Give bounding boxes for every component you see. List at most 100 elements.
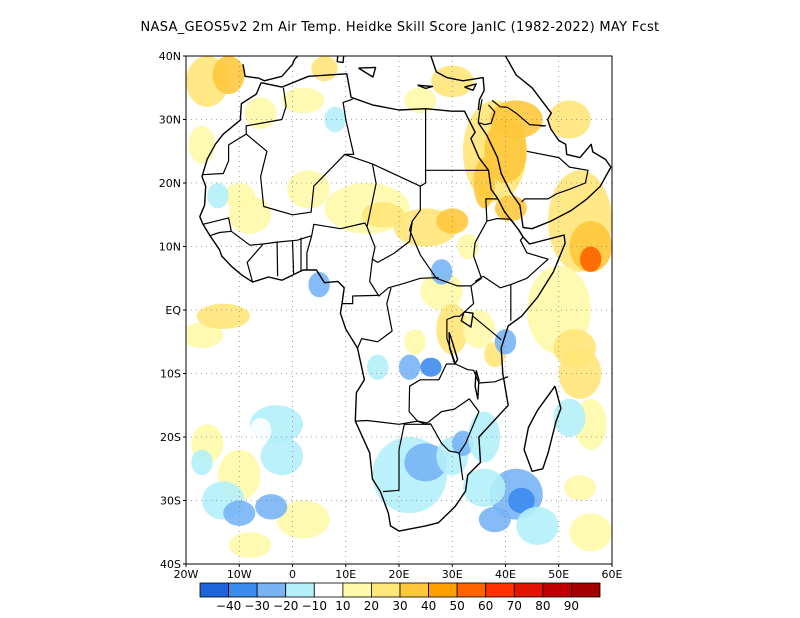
colorbar-swatch (285, 582, 315, 598)
country-border (245, 87, 287, 135)
shade-region (468, 411, 501, 463)
shade-region (311, 56, 338, 82)
lon-tick-label: 0 (289, 568, 296, 581)
country-border (409, 170, 498, 287)
country-border (474, 275, 512, 321)
colorbar-label: −20 (273, 599, 298, 613)
country-border (366, 221, 413, 263)
coastline (474, 370, 480, 400)
latitude-tick-labels: 40N 30N 20N 10N EQ 10S 20S 30S 40S (159, 50, 186, 571)
lon-tick-label: 60E (602, 568, 623, 581)
colorbar-label: 70 (507, 599, 522, 613)
country-border (369, 259, 439, 297)
country-border (202, 163, 377, 246)
lat-tick-label: 30S (160, 495, 181, 508)
country-border (344, 153, 421, 187)
colorbar-label: 80 (535, 599, 550, 613)
lat-tick-label: 40N (159, 50, 181, 63)
shade-region (313, 297, 357, 323)
shade-region (558, 348, 602, 399)
shade-region (287, 170, 330, 209)
shade-region (569, 513, 612, 552)
country-border (455, 363, 509, 384)
lon-tick-label: 50E (548, 568, 569, 581)
colorbar-swatch (542, 582, 572, 598)
colorbar-swatch (228, 582, 258, 598)
lat-tick-label: 40S (160, 558, 181, 571)
shade-region (398, 354, 421, 380)
colorbar-swatch (342, 582, 372, 598)
coastline (523, 385, 562, 472)
colorbar-label: 30 (392, 599, 407, 613)
shade-region (281, 87, 325, 114)
shade-region (308, 271, 330, 298)
shade-region (516, 506, 559, 545)
coastline (430, 56, 433, 57)
shade-region (196, 303, 250, 329)
shade-region (188, 125, 216, 164)
lat-tick-label: 30N (159, 114, 181, 127)
shade-region (462, 310, 495, 349)
colorbar-label: 40 (421, 599, 436, 613)
country-border (478, 104, 496, 126)
colorbar-label: 90 (564, 599, 579, 613)
gridlines (186, 56, 612, 564)
shade-region (404, 329, 426, 355)
lat-tick-label: 20N (159, 177, 181, 190)
shade-region (462, 468, 506, 507)
shade-region (404, 87, 437, 114)
country-border (486, 218, 524, 238)
colorbar-swatch (513, 582, 544, 598)
colorbar-swatch (571, 582, 601, 598)
country-border (491, 99, 546, 127)
country-border (408, 285, 475, 424)
shade-region (367, 354, 389, 380)
colorbar-swatch (399, 582, 430, 598)
shade-region (207, 183, 229, 209)
colorbar-swatch (256, 582, 287, 598)
colorbar-swatch (199, 582, 230, 598)
shade-region (548, 100, 591, 139)
country-border (472, 315, 502, 341)
longitude-tick-labels: 20W 10W 0 10E 20E 30E 40E 50E 60E (174, 564, 623, 581)
lon-tick-label: 30E (442, 568, 463, 581)
country-border (426, 398, 480, 454)
shade-region (494, 195, 527, 222)
country-border (276, 242, 279, 277)
shade-region (404, 443, 447, 482)
colorbar-swatch (313, 582, 344, 598)
shade-region (223, 500, 256, 526)
shade-region (228, 532, 272, 558)
shade-region (580, 246, 602, 272)
colorbar-label: −40 (216, 599, 241, 613)
skill-score-shading (186, 56, 612, 558)
shade-region (249, 418, 272, 444)
lon-tick-label: 20E (389, 568, 410, 581)
lat-tick-label: 10S (160, 368, 181, 381)
country-border (306, 235, 313, 270)
shade-region (223, 183, 256, 209)
country-border (246, 243, 264, 283)
lon-tick-label: 10W (227, 568, 252, 581)
shade-region (212, 233, 234, 260)
colorbar-swatch (428, 582, 458, 598)
coastline (336, 56, 345, 64)
colorbar-swatch (456, 582, 487, 598)
shade-region (191, 449, 213, 476)
colorbar-label: 20 (364, 599, 379, 613)
shade-region (553, 398, 586, 437)
country-border (382, 449, 400, 493)
colorbar-label: −10 (302, 599, 327, 613)
shade-region (564, 475, 596, 501)
country-border (477, 99, 483, 124)
shade-region (361, 202, 405, 228)
lat-tick-label: EQ (165, 304, 181, 317)
shade-region (186, 322, 224, 349)
shade-region (324, 106, 346, 133)
country-border (209, 230, 232, 237)
shade-region (292, 386, 346, 425)
colorbar-label: 50 (449, 599, 464, 613)
map-title: NASA_GEOS5v2 2m Air Temp. Heidke Skill S… (140, 20, 660, 35)
country-border (356, 287, 393, 349)
